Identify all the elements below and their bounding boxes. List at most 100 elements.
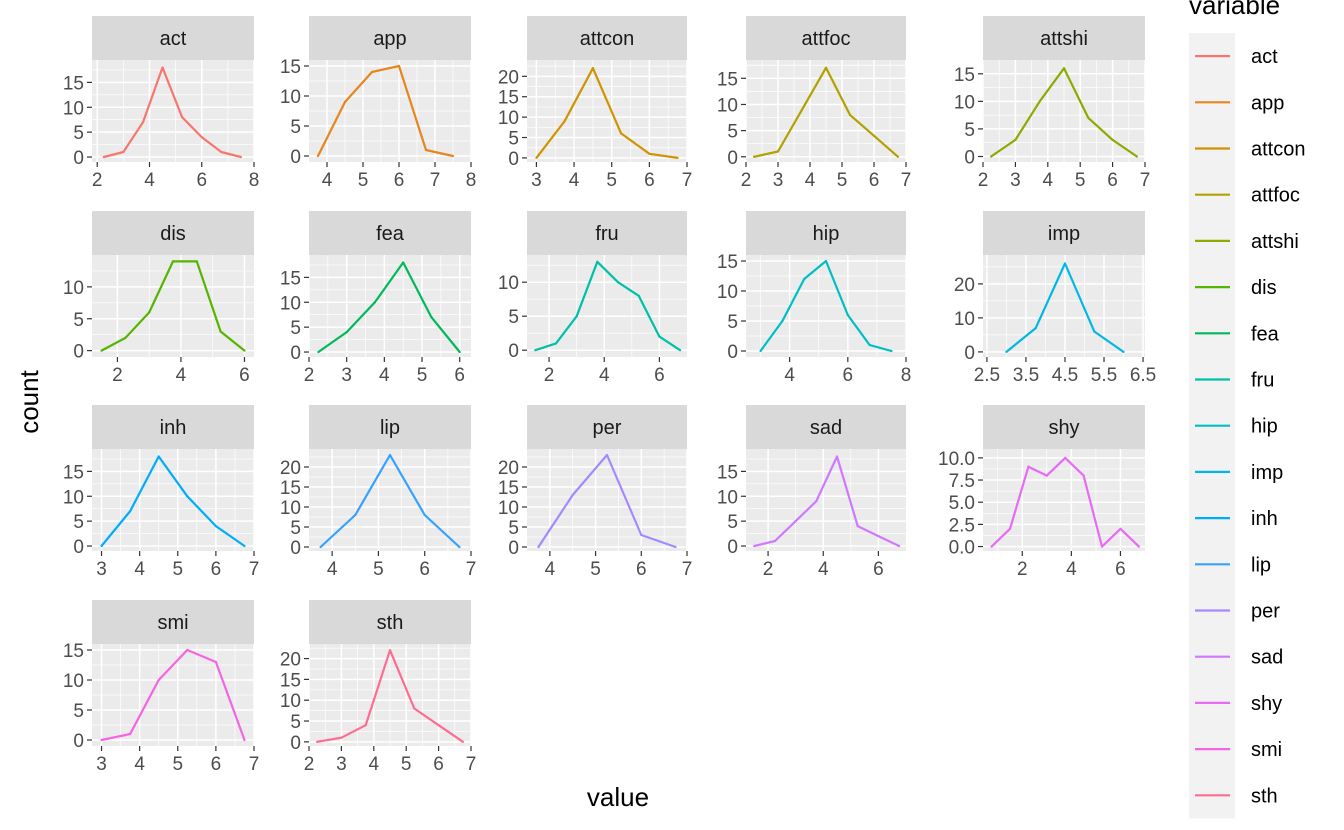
x-tick-label: 5.5 — [1091, 365, 1117, 386]
panel-bg-per — [527, 449, 687, 551]
data-point-smi — [243, 738, 246, 742]
series-line-inh — [100, 455, 246, 547]
x-tick-label: 4 — [176, 365, 187, 386]
x-tick-label: 5 — [358, 170, 369, 191]
x-tick-label: 5 — [1075, 170, 1086, 191]
x-tick-label: 4 — [1066, 559, 1077, 580]
x-tick-label: 6 — [239, 365, 250, 386]
strip-label-lip: lip — [380, 417, 400, 439]
y-tick-label: 0 — [73, 731, 84, 752]
data-point-hip — [890, 349, 893, 353]
x-tick-label: 7 — [1140, 170, 1151, 191]
y-tick-label: 10 — [498, 498, 519, 519]
y-tick-label: 15 — [954, 65, 975, 86]
x-tick-label: 7 — [249, 754, 260, 775]
data-point-attfoc — [872, 134, 876, 137]
x-tick-label: 6 — [873, 559, 884, 580]
y-tick-label: 10 — [717, 282, 738, 303]
y-tick-label: 15 — [63, 641, 84, 662]
x-tick-label: 4 — [545, 559, 556, 580]
data-point-fea — [402, 261, 405, 264]
y-tick-label: 10 — [498, 108, 519, 129]
y-tick-label: 20 — [498, 458, 519, 479]
facet-shy: shy 2 4 6 0.02.55.07.510.0 — [938, 405, 1145, 580]
data-point-sth — [437, 724, 440, 727]
x-tick-label: 6 — [869, 170, 880, 191]
x-tick-label: 5 — [837, 170, 848, 191]
panel-bg-act — [92, 60, 254, 162]
data-point-hip — [824, 259, 828, 263]
x-tick-label: 4 — [818, 559, 829, 580]
y-tick-label: 10 — [954, 92, 975, 113]
legend-label-act: act — [1251, 46, 1278, 68]
x-tick-label: 5 — [606, 170, 617, 191]
x-tick-label: 2.5 — [974, 365, 1000, 386]
x-tick-label: 2 — [92, 170, 103, 191]
data-point-per — [537, 545, 540, 549]
y-tick-label: 10 — [63, 278, 84, 299]
y-tick-label: 5 — [508, 129, 519, 150]
strip-imp — [983, 211, 1145, 255]
data-point-fru — [575, 315, 578, 318]
data-point-shy — [1137, 545, 1140, 548]
x-tick-label: 6 — [196, 170, 207, 191]
data-point-act — [122, 150, 125, 154]
data-point-dis — [243, 349, 246, 352]
x-tick-label: 2 — [304, 365, 315, 386]
data-point-fru — [596, 260, 599, 263]
data-point-attshi — [1111, 138, 1114, 142]
x-tick-label: 5 — [373, 559, 384, 580]
y-tick-label: 0 — [964, 343, 975, 364]
x-tick-label: 3 — [336, 754, 347, 775]
data-point-fea — [458, 350, 461, 354]
y-tick-label: 10 — [954, 309, 975, 330]
legend-label-imp: imp — [1251, 462, 1283, 484]
data-point-app — [343, 100, 347, 104]
panel-bg-sad — [746, 449, 906, 551]
y-tick-label: 10 — [63, 487, 84, 508]
data-point-dis — [171, 260, 175, 263]
y-tick-label: 15 — [717, 69, 738, 90]
x-tick-label: 2 — [978, 170, 989, 191]
x-tick-label: 4.5 — [1052, 365, 1078, 386]
strip-label-smi: smi — [157, 612, 188, 634]
data-point-sth — [340, 736, 343, 739]
y-tick-label: 15 — [280, 57, 301, 78]
strip-fea — [309, 211, 471, 255]
x-tick-label: 8 — [901, 365, 912, 386]
strip-app — [309, 16, 471, 60]
x-tick-label: 6 — [1107, 170, 1118, 191]
strip-label-act: act — [160, 28, 187, 50]
data-point-fru — [679, 349, 682, 352]
x-tick-label: 4 — [784, 365, 795, 386]
data-point-attfoc — [800, 108, 804, 111]
y-tick-label: 5 — [73, 123, 84, 144]
x-tick-label: 4 — [134, 754, 145, 775]
x-tick-label: 4 — [379, 365, 390, 386]
data-point-sad — [856, 525, 859, 528]
data-point-sad — [898, 544, 901, 548]
x-tick-label: 7 — [682, 170, 693, 191]
data-point-sad — [773, 539, 777, 543]
y-tick-label: 10 — [280, 498, 301, 519]
y-tick-label: 0 — [73, 342, 84, 363]
strip-label-imp: imp — [1048, 223, 1080, 245]
data-point-sth — [413, 707, 416, 710]
strip-lip — [309, 405, 471, 449]
strip-dis — [92, 211, 254, 255]
x-tick-label: 6 — [654, 365, 665, 386]
x-tick-label: 8 — [466, 170, 477, 191]
data-point-attshi — [1135, 155, 1138, 158]
panel-bg-attcon — [527, 60, 687, 162]
data-point-lip — [319, 545, 322, 549]
data-point-inh — [243, 544, 246, 548]
data-point-attcon — [620, 132, 623, 135]
strip-inh — [92, 405, 254, 449]
y-tick-label: 15 — [63, 462, 84, 483]
data-point-imp — [1122, 350, 1125, 353]
data-point-app — [451, 154, 455, 158]
strip-hip — [746, 211, 906, 255]
strip-label-dis: dis — [160, 223, 186, 245]
y-tick-label: 5 — [73, 310, 84, 331]
